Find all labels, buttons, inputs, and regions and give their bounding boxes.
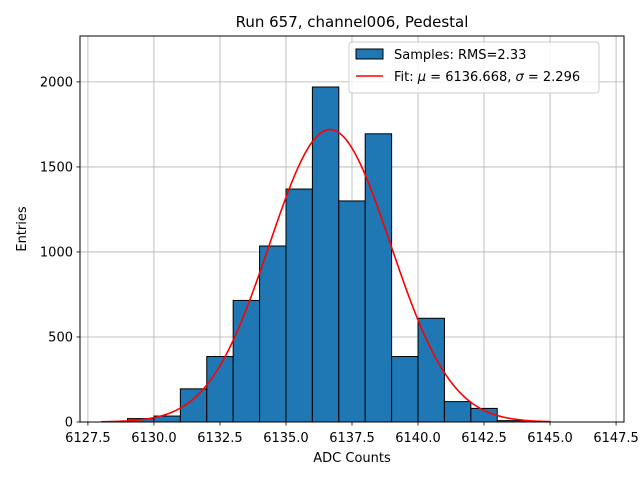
x-tick-label: 6130.0	[131, 431, 177, 446]
histogram-bar	[285, 188, 313, 423]
legend-fit-label: Fit: μ = 6136.668, σ = 2.296	[394, 70, 580, 85]
histogram-bar	[391, 356, 419, 423]
histogram-bar	[311, 86, 340, 423]
bars	[127, 86, 551, 423]
y-tick-label: 1500	[40, 160, 73, 175]
histogram-bar	[417, 317, 445, 423]
x-tick-label: 6132.5	[197, 431, 243, 446]
x-tick-label: 6140.0	[395, 431, 441, 446]
legend-fit-prefix: Fit:	[394, 70, 418, 85]
x-tick-label: 6135.0	[263, 431, 309, 446]
histogram-bar	[232, 299, 261, 423]
y-tick-label: 1000	[40, 245, 73, 260]
legend-box	[348, 41, 600, 94]
chart-title: Run 657, channel006, Pedestal	[236, 13, 469, 31]
legend-fit-sigma-symbol: σ	[516, 70, 525, 85]
x-tick-label: 6137.5	[329, 431, 375, 446]
x-tick-label: 6147.5	[593, 431, 639, 446]
y-tick-label: 0	[65, 416, 73, 431]
legend-samples-label: Samples: RMS=2.33	[394, 48, 526, 63]
histogram-bar	[338, 200, 366, 423]
legend-fit-mu-symbol: μ	[417, 70, 426, 85]
y-axis-label: Entries	[15, 206, 30, 252]
fit-curve-group	[101, 128, 551, 423]
x-tick-label: 6142.5	[461, 431, 507, 446]
legend-fit-mu-value: = 6136.668,	[426, 70, 515, 85]
x-tick-label: 6127.5	[65, 431, 111, 446]
legend: Samples: RMS=2.33 Fit: μ = 6136.668, σ =…	[348, 41, 600, 94]
legend-fit-sigma-value: = 2.296	[524, 70, 580, 85]
histogram-bar	[259, 245, 287, 423]
legend-samples-patch	[355, 48, 384, 60]
y-tick-label: 2000	[40, 75, 73, 90]
fit-curve	[101, 128, 551, 423]
x-axis-label: ADC Counts	[313, 451, 391, 466]
y-tick-label: 500	[48, 330, 73, 345]
histogram-bar	[364, 133, 393, 423]
histogram-bar	[443, 401, 472, 423]
x-tick-label: 6145.0	[527, 431, 573, 446]
ticks: 6127.5 6130.0 6132.5 6135.0 6137.5 6140.0 6142…	[40, 75, 639, 446]
